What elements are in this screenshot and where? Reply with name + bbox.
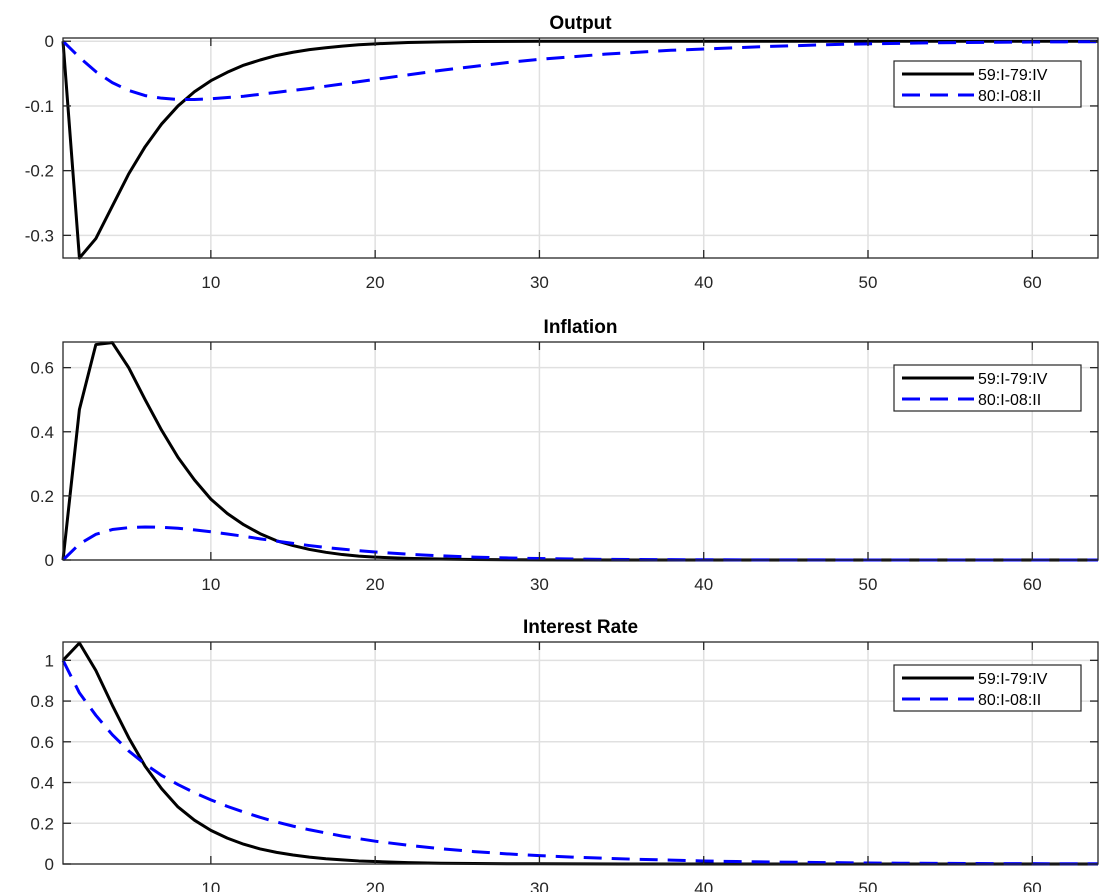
series-line-1 [61,39,1098,260]
legend-box [893,364,1082,412]
y-tick-label: -0.1 [25,97,54,116]
x-tick-label: 30 [530,879,549,892]
legend-label-2: 80:I-08:II [978,88,1041,105]
x-tick-label: 10 [201,273,220,292]
axes-box [62,641,1099,865]
x-tick-label: 30 [530,273,549,292]
panel-title: Output [549,13,612,34]
y-tick-label: 0 [45,855,54,874]
x-tick-label: 60 [1023,273,1042,292]
legend: 59:I-79:IV 80:I-08:II [893,364,1082,412]
x-tick-label: 50 [859,575,878,594]
y-tick-label: -0.2 [25,162,54,181]
legend-label-2: 80:I-08:II [978,692,1041,709]
x-tick-label: 10 [201,879,220,892]
x-tick-label: 30 [530,575,549,594]
x-tick-label: 40 [694,575,713,594]
legend-box [893,664,1082,712]
chart-panel-2: 10 20 30 40 50 60 0 0.2 0.4 0.6 Inflation 59:I-79:I… [30,317,1099,594]
x-tick-label: 60 [1023,575,1042,594]
y-tick-label: 0.4 [30,774,54,793]
legend: 59:I-79:IV 80:I-08:II [893,60,1082,108]
y-tick-label: 0 [45,32,54,51]
legend-label-2: 80:I-08:II [978,392,1041,409]
series-line-2 [61,659,1099,866]
x-tick-label: 50 [859,879,878,892]
legend-label-1: 59:I-79:IV [978,67,1048,84]
panel-title: Interest Rate [523,617,638,638]
y-tick-label: 0.4 [30,423,54,442]
x-tick-label: 10 [201,575,220,594]
axes-box [62,341,1099,561]
legend: 59:I-79:IV 80:I-08:II [893,664,1082,712]
y-tick-label: 0.6 [30,733,54,752]
y-tick-label: 0.6 [30,359,54,378]
legend-label-1: 59:I-79:IV [978,371,1048,388]
y-tick-label: 1 [45,651,54,670]
y-tick-label: 0.8 [30,692,54,711]
x-tick-label: 40 [694,879,713,892]
x-tick-label: 20 [366,575,385,594]
chart-panel-1: 10 20 30 40 50 60 0 -0.1 -0.2 -0.3 Output 59:I-79:I… [25,13,1099,292]
panel-title: Inflation [544,317,618,338]
legend-label-1: 59:I-79:IV [978,671,1048,688]
x-tick-label: 20 [366,273,385,292]
axes-box [62,37,1099,259]
legend-box [893,60,1082,108]
y-tick-label: 0.2 [30,487,54,506]
x-tick-label: 20 [366,879,385,892]
series-line-2 [61,40,1099,101]
y-tick-label: 0.2 [30,814,54,833]
x-tick-label: 50 [859,273,878,292]
y-tick-label: 0 [45,551,54,570]
x-tick-label: 60 [1023,879,1042,892]
y-tick-label: -0.3 [25,226,54,245]
x-tick-label: 40 [694,273,713,292]
chart-panel-3: 10 20 30 40 50 60 0 0.2 0.4 0.6 0.8 1 Interest Rate 5… [30,617,1099,892]
